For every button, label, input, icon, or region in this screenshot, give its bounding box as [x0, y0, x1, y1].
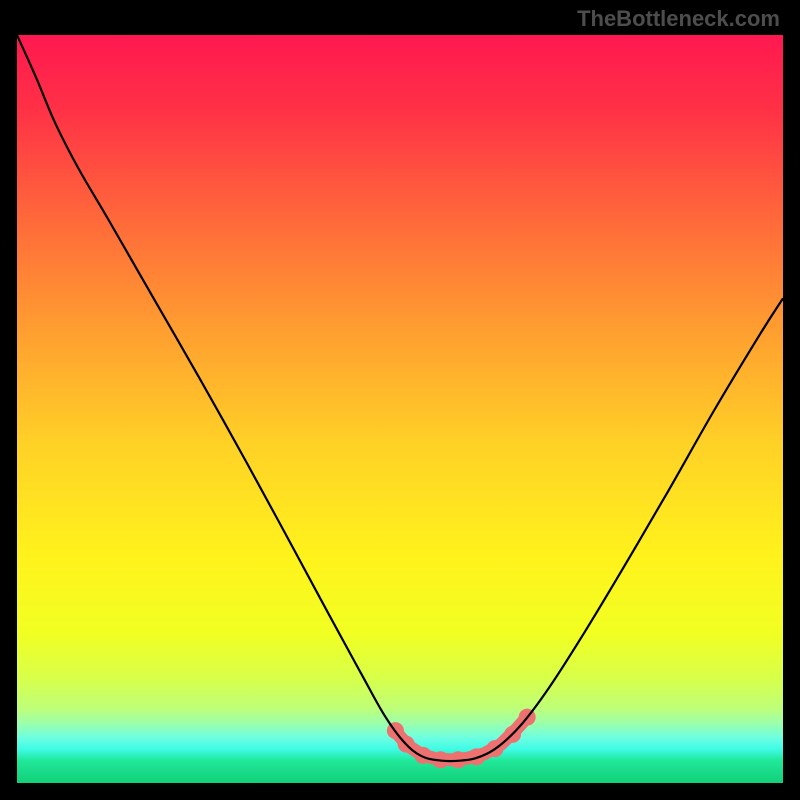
highlight-markers — [387, 709, 536, 769]
bottleneck-curve — [17, 35, 783, 761]
watermark-text: TheBottleneck.com — [577, 6, 780, 32]
chart-curve-layer — [17, 35, 783, 783]
chart-plot-area — [17, 35, 783, 783]
marker-dot — [414, 747, 431, 764]
